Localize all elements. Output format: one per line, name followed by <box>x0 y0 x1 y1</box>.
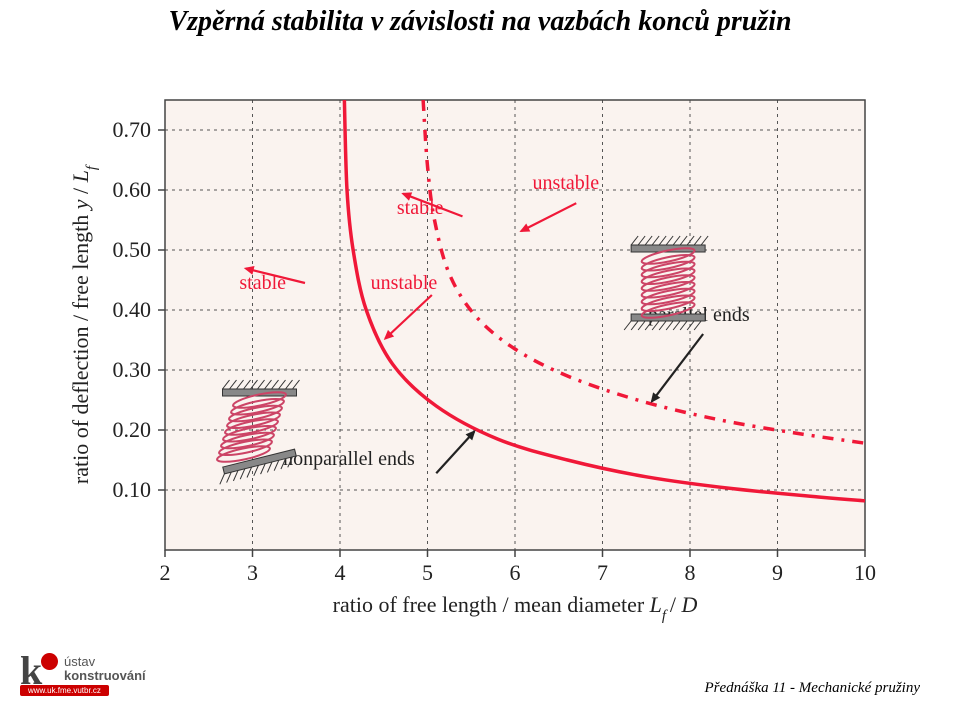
svg-text:ratio of deflection / free len: ratio of deflection / free length y / Lf <box>70 164 100 484</box>
svg-text:3: 3 <box>247 560 258 585</box>
page-title: Vzpěrná stabilita v závislosti na vazbác… <box>0 6 960 38</box>
svg-text:0.70: 0.70 <box>113 117 152 142</box>
logo-line1: ústav <box>64 654 95 669</box>
logo-line2: konstruování <box>64 668 146 683</box>
svg-text:2: 2 <box>160 560 171 585</box>
svg-text:5: 5 <box>422 560 433 585</box>
svg-text:ratio of free length / mean di: ratio of free length / mean diameter Lf … <box>333 592 698 624</box>
buckling-chart: 2 3 4 5 6 7 8 9 10 0.10 0.20 0.30 0.40 0.50 0.60 0.70 ra… <box>70 90 890 650</box>
svg-text:stable: stable <box>239 272 286 294</box>
svg-text:10: 10 <box>854 560 876 585</box>
svg-text:unstable: unstable <box>533 172 600 194</box>
svg-text:4: 4 <box>335 560 346 585</box>
svg-text:0.30: 0.30 <box>113 357 152 382</box>
svg-text:0.10: 0.10 <box>113 477 152 502</box>
svg-text:7: 7 <box>597 560 608 585</box>
svg-text:9: 9 <box>772 560 783 585</box>
institute-logo: k ústav konstruování www.uk.fme.vutbr.cz <box>20 655 230 695</box>
page: Vzpěrná stabilita v závislosti na vazbác… <box>0 0 960 707</box>
svg-text:0.50: 0.50 <box>113 237 152 262</box>
svg-text:8: 8 <box>685 560 696 585</box>
chart-svg: 2 3 4 5 6 7 8 9 10 0.10 0.20 0.30 0.40 0.50 0.60 0.70 ra… <box>70 90 890 650</box>
logo-url: www.uk.fme.vutbr.cz <box>20 685 109 696</box>
footer-text: Přednáška 11 - Mechanické pružiny <box>705 680 921 697</box>
svg-text:stable: stable <box>397 197 444 219</box>
svg-text:0.20: 0.20 <box>113 417 152 442</box>
svg-text:unstable: unstable <box>371 272 438 294</box>
svg-text:0.40: 0.40 <box>113 297 152 322</box>
svg-text:nonparallel ends: nonparallel ends <box>283 448 415 470</box>
logo-text: ústav konstruování <box>64 655 146 683</box>
svg-text:6: 6 <box>510 560 521 585</box>
svg-text:0.60: 0.60 <box>113 177 152 202</box>
